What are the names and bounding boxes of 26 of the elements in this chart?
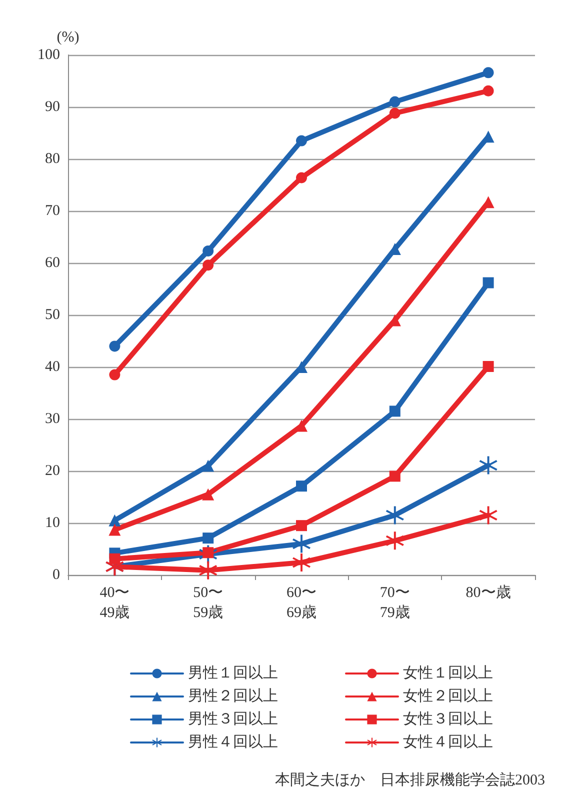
text: 本間之夫ほか 日本排尿機能学会誌2003: [275, 772, 545, 788]
legend-label: 女性１回以上: [403, 664, 493, 682]
legend-label: 男性１回以上: [188, 664, 278, 682]
y-tick-label: 30: [45, 411, 60, 427]
y-tick-label: 50: [45, 307, 60, 323]
y-tick-label: 90: [45, 99, 60, 115]
y-tick-label: 0: [52, 567, 60, 583]
x-tick-label: 50〜 59歳: [193, 585, 224, 621]
x-tick-label: 80〜歳: [466, 584, 511, 601]
y-tick-label: 80: [45, 151, 60, 167]
y-tick-label: 10: [45, 515, 60, 531]
x-tick-label: 70〜 79歳: [380, 585, 410, 621]
legend-label: 男性４回以上: [188, 734, 278, 750]
y-tick-label: 70: [45, 203, 60, 219]
y-tick-label: 40: [45, 359, 60, 375]
legend-label: 女性３回以上: [403, 710, 493, 728]
legend-label: 女性４回以上: [403, 734, 493, 750]
legend-label: 男性３回以上: [188, 710, 278, 728]
y-tick-label: 20: [45, 463, 60, 479]
x-tick-label: 40〜 49歳: [100, 585, 130, 621]
y-tick-label: 60: [45, 255, 60, 271]
legend-label: 男性２回以上: [188, 688, 278, 704]
y-axis-title: (%): [56, 30, 80, 46]
y-tick-label: 100: [38, 47, 60, 63]
legend-label: 女性２回以上: [403, 688, 493, 704]
x-tick-label: 60〜 69歳: [286, 585, 316, 621]
